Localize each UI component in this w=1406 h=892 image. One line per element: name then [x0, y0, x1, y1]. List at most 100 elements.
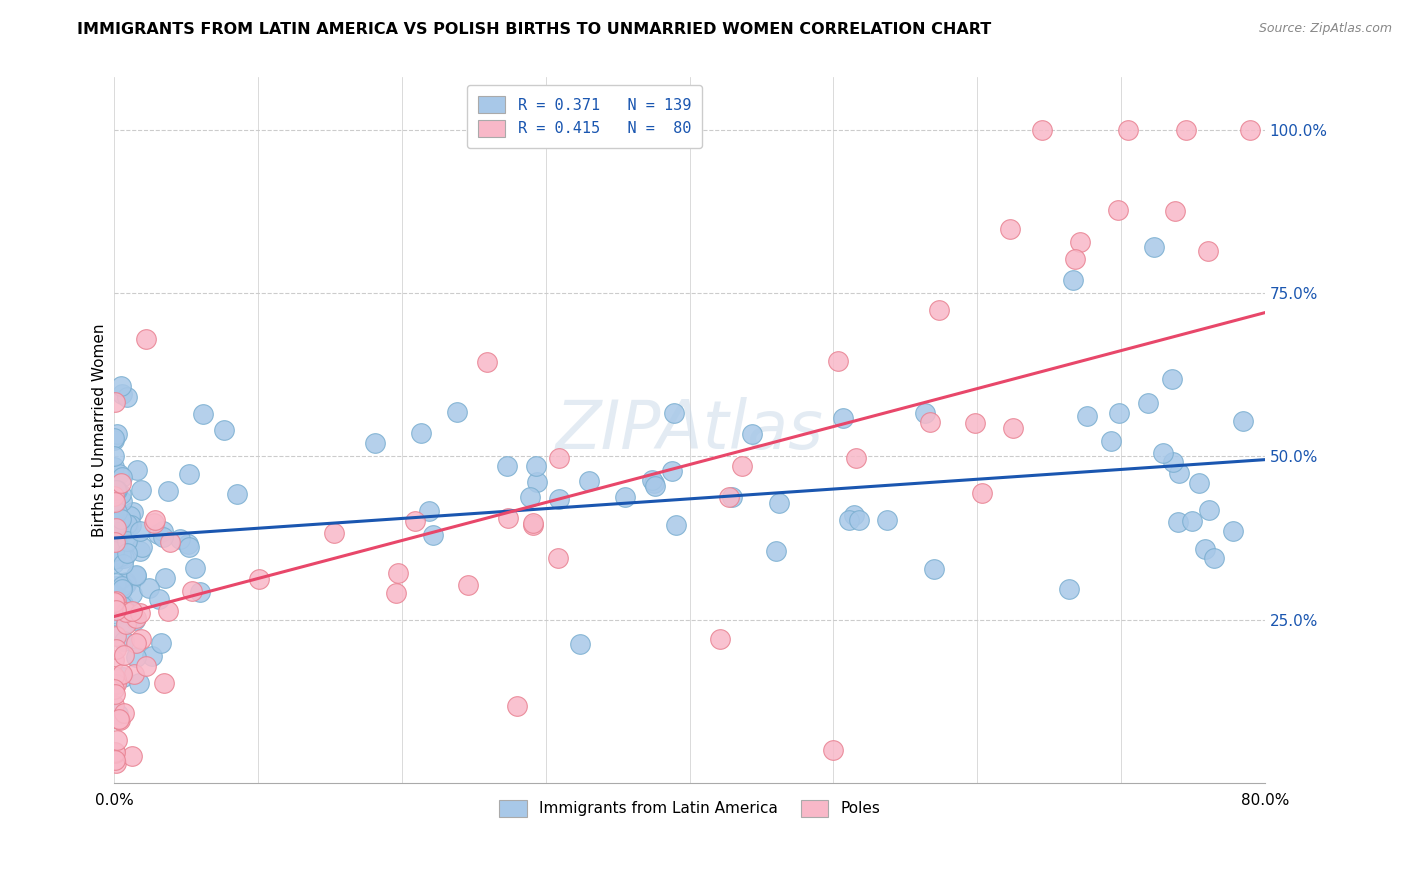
Point	[156, 484, 179, 499]
Point	[114, 605, 136, 619]
Point	[1143, 240, 1166, 254]
Point	[118, 508, 141, 523]
Point	[364, 435, 387, 450]
Point	[446, 405, 468, 419]
Point	[104, 627, 127, 641]
Point	[661, 464, 683, 478]
Point	[640, 473, 662, 487]
Point	[179, 540, 201, 554]
Point	[103, 489, 125, 503]
Point	[1116, 122, 1139, 136]
Point	[107, 516, 129, 530]
Point	[741, 426, 763, 441]
Point	[1188, 476, 1211, 491]
Point	[104, 515, 127, 529]
Point	[104, 672, 127, 686]
Point	[457, 578, 479, 592]
Point	[177, 537, 200, 551]
Point	[1064, 252, 1087, 266]
Point	[965, 416, 987, 430]
Point	[212, 423, 235, 437]
Point	[112, 706, 135, 720]
Point	[138, 581, 160, 595]
Point	[124, 610, 146, 624]
Point	[522, 516, 544, 530]
Point	[1107, 202, 1129, 217]
Point	[105, 536, 128, 550]
Point	[103, 434, 125, 448]
Point	[159, 534, 181, 549]
Point	[104, 494, 127, 508]
Point	[768, 495, 790, 509]
Point	[104, 497, 127, 511]
Point	[496, 458, 519, 473]
Point	[103, 503, 125, 517]
Point	[505, 699, 527, 714]
Point	[844, 508, 866, 522]
Point	[548, 450, 571, 465]
Point	[184, 561, 207, 575]
Point	[146, 527, 169, 541]
Point	[1194, 541, 1216, 556]
Point	[103, 653, 125, 667]
Point	[149, 636, 172, 650]
Point	[1197, 244, 1219, 259]
Point	[614, 490, 637, 504]
Point	[103, 431, 125, 445]
Point	[103, 544, 125, 558]
Point	[103, 523, 125, 537]
Point	[104, 521, 127, 535]
Point	[104, 487, 127, 501]
Point	[103, 449, 125, 463]
Point	[548, 492, 571, 507]
Legend: Immigrants from Latin America, Poles: Immigrants from Latin America, Poles	[491, 792, 887, 825]
Point	[832, 411, 855, 425]
Point	[104, 745, 127, 759]
Point	[108, 714, 131, 728]
Point	[110, 512, 132, 526]
Point	[924, 562, 946, 576]
Point	[112, 550, 135, 565]
Point	[418, 504, 440, 518]
Point	[110, 487, 132, 501]
Point	[838, 513, 860, 527]
Point	[1174, 122, 1197, 136]
Point	[112, 670, 135, 684]
Point	[1168, 467, 1191, 481]
Point	[105, 594, 128, 608]
Point	[914, 406, 936, 420]
Point	[179, 467, 201, 482]
Point	[115, 390, 138, 404]
Point	[121, 748, 143, 763]
Point	[104, 576, 127, 591]
Point	[1108, 406, 1130, 420]
Point	[1001, 420, 1024, 434]
Point	[122, 505, 145, 519]
Point	[105, 427, 128, 442]
Point	[111, 557, 134, 571]
Point	[111, 493, 134, 508]
Point	[411, 425, 433, 440]
Point	[1161, 455, 1184, 469]
Point	[135, 658, 157, 673]
Point	[765, 544, 787, 558]
Point	[1204, 551, 1226, 566]
Point	[1137, 396, 1160, 410]
Point	[848, 513, 870, 527]
Point	[105, 641, 128, 656]
Point	[129, 606, 152, 620]
Point	[475, 354, 498, 368]
Point	[1164, 204, 1187, 219]
Point	[644, 479, 666, 493]
Point	[578, 475, 600, 489]
Point	[1099, 434, 1122, 449]
Point	[730, 459, 752, 474]
Point	[110, 378, 132, 392]
Point	[522, 518, 544, 533]
Point	[125, 463, 148, 477]
Point	[104, 394, 127, 409]
Point	[111, 579, 134, 593]
Point	[115, 535, 138, 549]
Point	[152, 524, 174, 538]
Point	[148, 591, 170, 606]
